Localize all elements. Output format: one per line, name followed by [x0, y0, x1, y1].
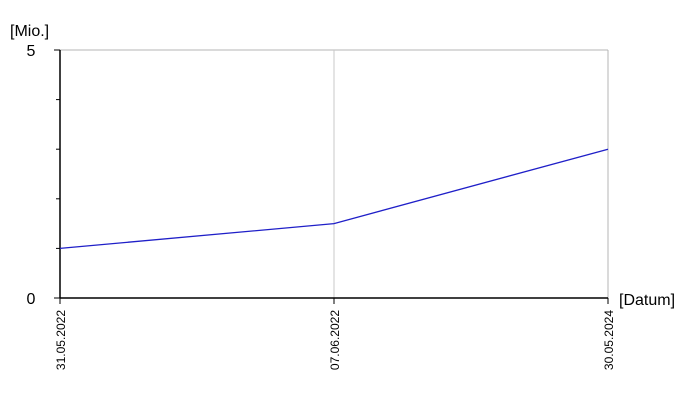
- x-tick-label: 30.05.2024: [602, 310, 616, 370]
- y-axis-label: [Mio.]: [10, 23, 49, 40]
- y-tick-label: 5: [27, 43, 36, 60]
- x-tick-label: 07.06.2022: [328, 310, 342, 370]
- x-axis-label: [Datum]: [619, 292, 675, 309]
- x-tick-label: 31.05.2022: [54, 310, 68, 370]
- data-line: [59, 148, 609, 250]
- y-tick-label: 0: [27, 291, 36, 308]
